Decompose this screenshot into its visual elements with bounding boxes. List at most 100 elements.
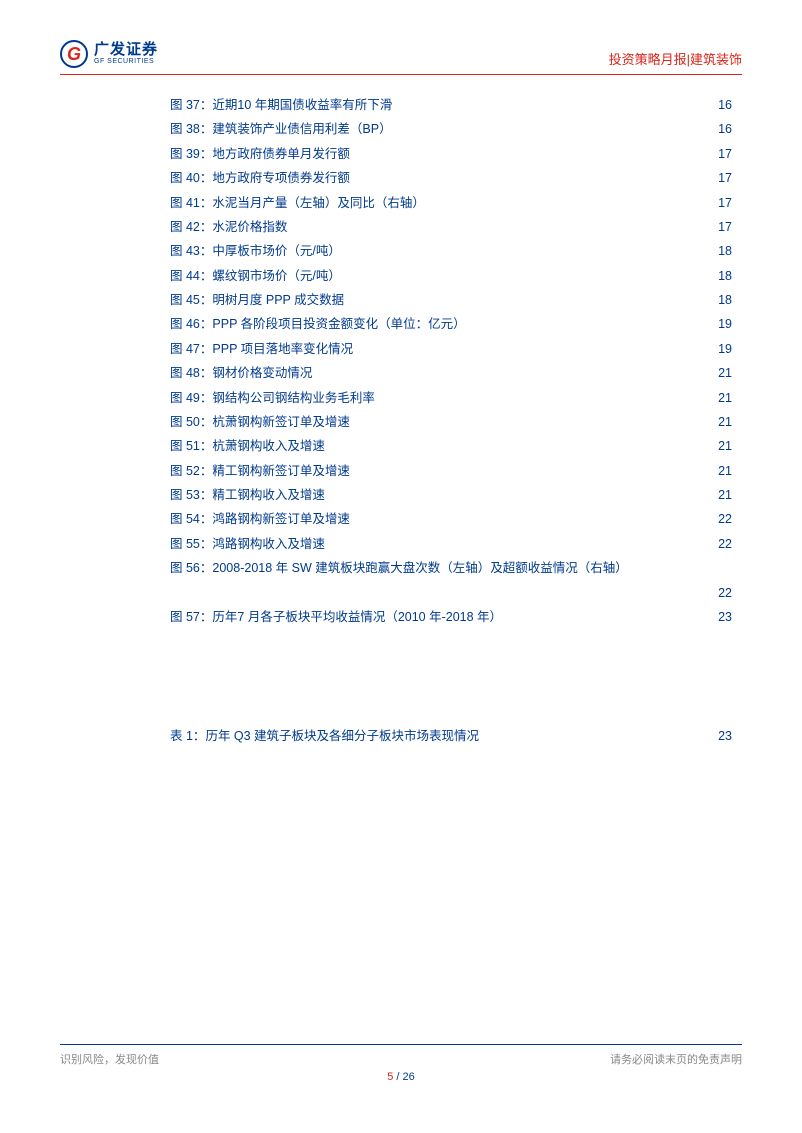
toc-dots xyxy=(325,438,716,451)
toc-label: 图 50： xyxy=(170,410,212,434)
toc-entry: 图 46：PPP 各阶段项目投资金额变化（单位：亿元） 19 xyxy=(170,312,732,336)
toc-entry: 图 37：近期10 年期国债收益率有所下滑16 xyxy=(170,93,732,117)
toc-dots xyxy=(425,194,716,207)
toc-dots xyxy=(344,292,716,305)
toc-dots xyxy=(466,316,716,329)
toc-label: 图 48： xyxy=(170,361,212,385)
page-header: G 广发证券 GF SECURITIES 投资策略月报|建筑装饰 xyxy=(60,40,742,75)
toc-label: 图 45： xyxy=(170,288,212,312)
toc-dots xyxy=(375,389,716,402)
toc-dots xyxy=(392,97,716,110)
toc-label: 图 53： xyxy=(170,483,212,507)
toc-page-number: 22 xyxy=(716,532,732,556)
toc-entry: 图 52：精工钢构新签订单及增速21 xyxy=(170,459,732,483)
toc-page-number: 21 xyxy=(716,434,732,458)
toc-dots xyxy=(341,243,716,256)
toc-label: 图 51： xyxy=(170,434,212,458)
toc-page-number: 22 xyxy=(716,507,732,531)
toc-label: 图 43： xyxy=(170,239,212,263)
toc-label: 图 46： xyxy=(170,312,212,336)
toc-title: 钢材价格变动情况 xyxy=(212,361,312,385)
toc-entry: 图 51：杭萧钢构收入及增速 21 xyxy=(170,434,732,458)
toc-title: 明树月度 PPP 成交数据 xyxy=(212,288,344,312)
toc-label: 图 57： xyxy=(170,605,212,629)
toc-entry: 表 1：历年 Q3 建筑子板块及各细分子板块市场表现情况 23 xyxy=(170,724,732,748)
toc-label: 图 55： xyxy=(170,532,212,556)
toc-entry: 图 55：鸿路钢构收入及增速 22 xyxy=(170,532,732,556)
toc-title: PPP 项目落地率变化情况 xyxy=(212,337,353,361)
toc-dots xyxy=(502,608,716,621)
logo-cn-text: 广发证券 xyxy=(94,42,158,59)
toc-dots xyxy=(350,413,716,426)
toc-figures-list: 图 37：近期10 年期国债收益率有所下滑16图 38：建筑装饰产业债信用利差（… xyxy=(170,93,732,556)
toc-title: 螺纹钢市场价（元/吨） xyxy=(212,264,340,288)
toc-entry: 图 50：杭萧钢构新签订单及增速 21 xyxy=(170,410,732,434)
toc-label: 图 38： xyxy=(170,117,212,141)
toc-title: 历年 Q3 建筑子板块及各细分子板块市场表现情况 xyxy=(205,724,479,748)
toc-entry: 图 49：钢结构公司钢结构业务毛利率 21 xyxy=(170,386,732,410)
toc-entry: 图 48：钢材价格变动情况21 xyxy=(170,361,732,385)
page-footer: 识别风险，发现价值 请务必阅读末页的免责声明 5 / 26 xyxy=(60,1034,742,1083)
company-logo: G 广发证券 GF SECURITIES xyxy=(60,40,158,68)
toc-page-number: 21 xyxy=(716,410,732,434)
toc-label: 图 54： xyxy=(170,507,212,531)
toc-title: PPP 各阶段项目投资金额变化（单位：亿元） xyxy=(212,312,465,336)
toc-wrap-line1: 图 56：2008-2018 年 SW 建筑板块跑赢大盘次数（左轴）及超额收益情… xyxy=(170,556,732,580)
toc-page-number: 17 xyxy=(716,166,732,190)
toc-dots xyxy=(325,487,716,500)
toc-dots xyxy=(325,535,716,548)
toc-title: 钢结构公司钢结构业务毛利率 xyxy=(212,386,375,410)
toc-title: 水泥当月产量（左轴）及同比（右轴） xyxy=(212,191,425,215)
toc-entry: 图 47：PPP 项目落地率变化情况19 xyxy=(170,337,732,361)
toc-dots xyxy=(312,365,716,378)
toc-entry: 图 54：鸿路钢构新签订单及增速 22 xyxy=(170,507,732,531)
toc-dots xyxy=(350,145,716,158)
toc-page-number: 19 xyxy=(716,337,732,361)
toc-title: 杭萧钢构收入及增速 xyxy=(212,434,325,458)
toc-page-number: 21 xyxy=(716,483,732,507)
toc-title: 鸿路钢构收入及增速 xyxy=(212,532,325,556)
toc-entry: 图 53：精工钢构收入及增速 21 xyxy=(170,483,732,507)
toc-entry: 图 38：建筑装饰产业债信用利差（BP）16 xyxy=(170,117,732,141)
toc-title: 中厚板市场价（元/吨） xyxy=(212,239,340,263)
header-report-type: 投资策略月报|建筑装饰 xyxy=(609,49,742,68)
toc-dots xyxy=(287,218,716,231)
toc-entry-wrapped: 图 56：2008-2018 年 SW 建筑板块跑赢大盘次数（左轴）及超额收益情… xyxy=(170,556,732,605)
logo-glyph: G xyxy=(67,45,81,63)
toc-entry: 图 43：中厚板市场价（元/吨）18 xyxy=(170,239,732,263)
toc-title: 杭萧钢构新签订单及增速 xyxy=(212,410,350,434)
toc-entry: 图 57： 历年7 月各子板块平均收益情况（2010 年-2018 年） 23 xyxy=(170,605,732,629)
toc-dots xyxy=(170,584,716,597)
toc-label: 图 42： xyxy=(170,215,212,239)
toc-title: 鸿路钢构新签订单及增速 xyxy=(212,507,350,531)
toc-label: 图 40： xyxy=(170,166,212,190)
toc-title: 精工钢构收入及增速 xyxy=(212,483,325,507)
logo-icon: G xyxy=(60,40,88,68)
toc-entry: 图 44：螺纹钢市场价（元/吨） 18 xyxy=(170,264,732,288)
toc-label: 图 44： xyxy=(170,264,212,288)
toc-label: 图 49： xyxy=(170,386,212,410)
footer-text-row: 识别风险，发现价值 请务必阅读末页的免责声明 xyxy=(60,1051,742,1067)
toc-dots xyxy=(392,121,717,134)
footer-page-sep: / xyxy=(393,1071,402,1083)
toc-title: 水泥价格指数 xyxy=(212,215,287,239)
toc-page-number: 18 xyxy=(716,264,732,288)
toc-entry: 图 39：地方政府债券单月发行额17 xyxy=(170,142,732,166)
toc-page-number: 19 xyxy=(716,312,732,336)
toc-title: 精工钢构新签订单及增速 xyxy=(212,459,350,483)
toc-label: 表 1： xyxy=(170,724,205,748)
toc-page-number: 17 xyxy=(716,142,732,166)
toc-content: 图 37：近期10 年期国债收益率有所下滑16图 38：建筑装饰产业债信用利差（… xyxy=(60,75,742,1034)
footer-left-text: 识别风险，发现价值 xyxy=(60,1051,159,1067)
toc-title: 历年7 月各子板块平均收益情况（2010 年-2018 年） xyxy=(212,605,502,629)
toc-label: 图 39： xyxy=(170,142,212,166)
toc-entry: 图 42：水泥价格指数17 xyxy=(170,215,732,239)
toc-label: 图 52： xyxy=(170,459,212,483)
toc-label: 图 41： xyxy=(170,191,212,215)
toc-title: 近期10 年期国债收益率有所下滑 xyxy=(212,93,392,117)
toc-entry: 图 41：水泥当月产量（左轴）及同比（右轴）17 xyxy=(170,191,732,215)
toc-page-number: 21 xyxy=(716,386,732,410)
toc-page-number: 23 xyxy=(716,724,732,748)
toc-page-number: 18 xyxy=(716,288,732,312)
toc-label: 图 37： xyxy=(170,93,212,117)
